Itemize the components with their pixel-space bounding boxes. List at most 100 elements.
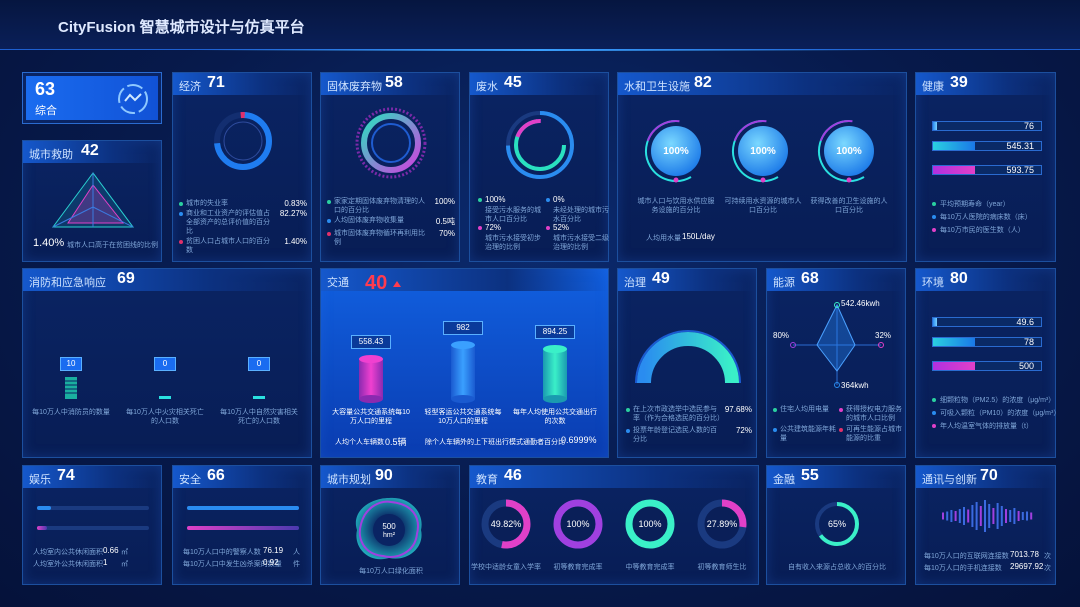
- graphic: [355, 107, 427, 179]
- radar-label: 80%: [773, 331, 790, 340]
- panel-score: 46: [504, 467, 522, 484]
- graphic-part: [359, 355, 383, 363]
- legend-dot: [546, 226, 550, 230]
- legend-dot: [932, 215, 936, 219]
- panel-score: 49: [652, 270, 670, 287]
- panel-title: 水和卫生设施: [624, 81, 690, 93]
- panel-title: 废水: [476, 81, 498, 93]
- panel: 教育 46 49.82% 学校中适龄女童入学率 100% 初等教育完成率 100% 中等教育完…: [469, 465, 759, 585]
- ring-value: 49.82%: [490, 519, 522, 529]
- legend-dot: [546, 198, 550, 202]
- panel: 环境 80 49.6 细颗粒物（PM2.5）的浓度（μg/m³） 78 可吸入颗粒（PM1…: [915, 268, 1060, 458]
- graphic-part: [971, 505, 974, 527]
- graphic: [790, 302, 884, 388]
- graphic-part: [1000, 506, 1003, 526]
- item-value: 82.27%: [279, 209, 307, 218]
- bar-value: 593.75: [1006, 165, 1034, 175]
- legend-dot: [932, 411, 936, 415]
- graphic-part: [1021, 512, 1024, 520]
- panel-title: 消防和应急响应: [29, 277, 106, 289]
- graphic-part: [697, 499, 747, 549]
- footer-value: 0.5辆: [385, 437, 407, 447]
- panel: 消防和应急响应 69 10 每10万人中消防员的数量 0 每10万人中火灾相关死亡的人口数…: [22, 268, 312, 458]
- bar-fill: [187, 506, 299, 510]
- panel-header-bg: [916, 466, 1055, 488]
- legend-label: 获得授权电力服务的城市人口比例: [846, 406, 902, 422]
- radar-label: 32%: [875, 331, 892, 340]
- item-label: 家家定期固体废弃物清理的人口的百分比: [334, 198, 425, 214]
- panel: 健康 39 76 平均预期寿命（year） 545.31 每10万人医院的病床数（床） 59…: [915, 72, 1056, 262]
- legend-dot: [179, 240, 183, 244]
- item-value: 100%: [485, 195, 506, 204]
- item-label: 在上次市政选举中选民参与率（作为合格选民的百分比）: [633, 406, 724, 422]
- graphic-part: [942, 512, 944, 520]
- legend-dot: [773, 428, 777, 432]
- graphic-part: [625, 499, 675, 549]
- graphic-part: [361, 113, 421, 173]
- bar-fill: [933, 338, 975, 346]
- panel-score: 82: [694, 74, 712, 91]
- planning-label: 每10万人口绿化面积: [359, 568, 423, 575]
- graphic: [481, 499, 531, 549]
- planning-unit: hm²: [382, 532, 396, 539]
- graphic: [732, 120, 794, 183]
- legend-dot: [839, 408, 843, 412]
- graphic-part: [760, 177, 766, 183]
- panel-header-bg: [321, 269, 608, 291]
- footer-label: 人均个人车辆数: [335, 439, 384, 446]
- panel-score: 70: [980, 467, 998, 484]
- panel-score: 55: [801, 467, 819, 484]
- item-value: 0.5吨: [435, 217, 455, 226]
- panel: 金融 55 65% 自有收入来源占总收入的百分比: [766, 465, 906, 585]
- panel-title: 固体废弃物: [327, 81, 382, 93]
- graphic-part: [124, 93, 142, 102]
- panel-header-bg: [470, 466, 758, 488]
- graphic: [65, 377, 77, 399]
- page-title: CityFusion 智慧城市设计与仿真平台: [58, 19, 305, 36]
- item-value: 97.68%: [724, 405, 752, 414]
- item-label: 城市污水接受二级治理的比例: [553, 235, 609, 251]
- item-label: 每10万人口的互联网连接数: [924, 553, 1009, 560]
- item-value: 72%: [485, 223, 502, 232]
- panel-header-bg: [173, 73, 311, 95]
- panel-score: 66: [207, 467, 225, 484]
- bar-fill: [933, 142, 975, 150]
- bar-fill: [37, 506, 51, 510]
- ring-value: 100%: [638, 519, 662, 529]
- panel-score: 80: [950, 270, 968, 287]
- ring-value: 27.89%: [706, 519, 738, 529]
- ring-value: 100%: [566, 519, 590, 529]
- radar-label: 542.46kwh: [841, 299, 880, 308]
- bar-fill: [933, 362, 975, 370]
- graphic-part: [373, 514, 405, 546]
- panel-header-bg: [23, 466, 161, 488]
- graphic-part: [118, 84, 148, 114]
- gauge-value: 100%: [663, 146, 689, 157]
- panel: 安全 66 每10万人口中的警察人数 76.19 人每10万人口中发生凶杀案的数量 0.9…: [172, 465, 312, 585]
- graphic: [553, 499, 603, 549]
- graphic-part: [359, 359, 383, 399]
- bar-track: [932, 361, 1042, 371]
- panel-title: 健康: [922, 81, 944, 93]
- bar-value: 545.31: [1006, 141, 1034, 151]
- gauge-label: 可持续用水资源的城市人口百分比: [724, 198, 802, 214]
- panel-title: 城市救助: [29, 149, 73, 161]
- graphic-part: [543, 345, 567, 353]
- graphic-part: [451, 395, 475, 403]
- item-label: 每10万人口中的警察人数: [183, 549, 261, 556]
- panel-header-bg: [767, 269, 905, 291]
- bar-track: [932, 121, 1042, 131]
- panel-score: 74: [57, 467, 75, 484]
- panel-header-bg: [470, 73, 608, 95]
- item-label: 每10万人中自然灾害相关死亡的人口数: [220, 409, 298, 425]
- legend-label: 每10万市民的医生数（人）: [940, 227, 1025, 234]
- graphic-part: [514, 119, 566, 171]
- graphic-part: [359, 395, 383, 403]
- graphic-part: [963, 507, 965, 525]
- graphic-part: [979, 506, 982, 526]
- item-label: 城市的失业率: [186, 200, 228, 207]
- ring-label: 学校中适龄女童入学率: [471, 564, 541, 571]
- panel-header-bg: [321, 73, 459, 95]
- graphic-part: [92, 206, 134, 228]
- ring-value: 65%: [827, 519, 846, 529]
